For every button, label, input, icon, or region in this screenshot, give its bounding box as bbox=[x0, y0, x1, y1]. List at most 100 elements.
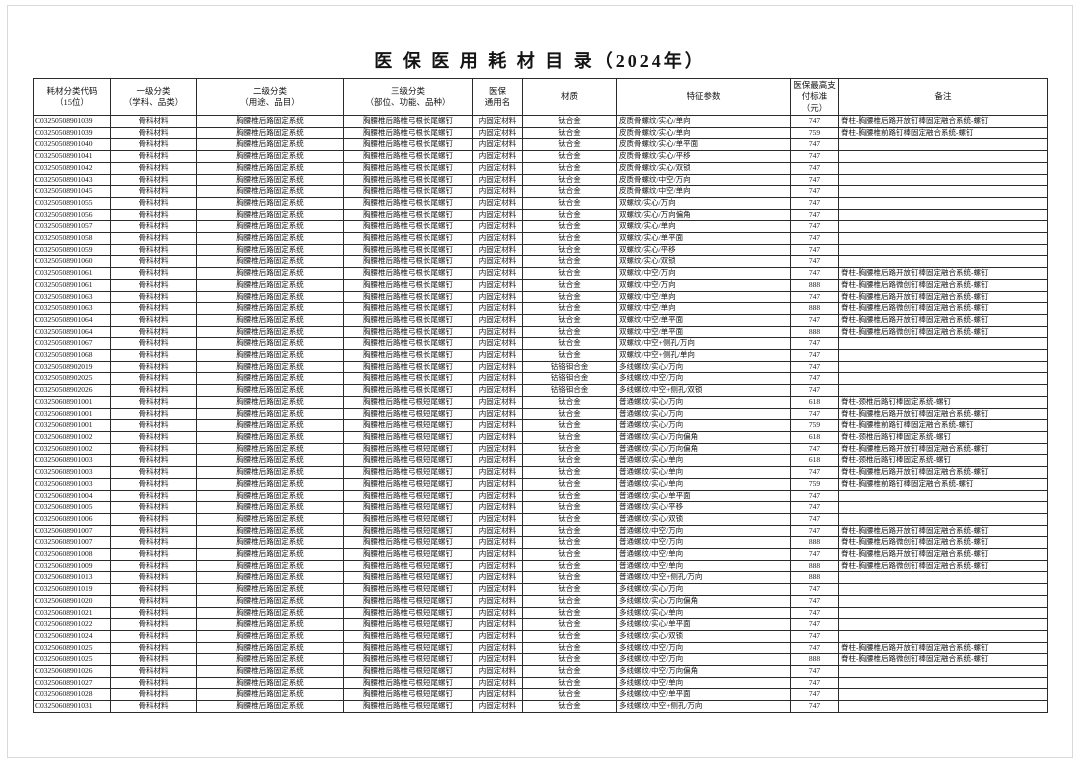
cell-feature-params: 皮质骨螺纹/实心/单向 bbox=[616, 126, 791, 140]
table-row: C03250608901021 骨科材料 胸腰椎后路固定系统 胸腰椎后路椎弓根短尾螺钉… bbox=[33, 606, 1048, 620]
cell-category-level2: 胸腰椎后路固定系统 bbox=[196, 536, 344, 550]
cell-category-level3: 胸腰椎后路椎弓根短尾螺钉 bbox=[343, 512, 473, 526]
cell-category-level1: 骨科材料 bbox=[110, 641, 197, 655]
cell-material: 钛合金 bbox=[522, 536, 617, 550]
cell-category-level2: 胸腰椎后路固定系统 bbox=[196, 196, 344, 210]
cell-max-pay-standard: 747 bbox=[790, 337, 839, 351]
cell-max-pay-standard: 747 bbox=[790, 208, 839, 222]
cell-feature-params: 皮质骨螺纹/实心/平移 bbox=[616, 150, 791, 163]
cell-category-level3: 胸腰椎后路椎弓根长尾螺钉 bbox=[343, 220, 473, 234]
cell-common-name: 内固定材料 bbox=[472, 325, 523, 339]
table-row: C03250608901025 骨科材料 胸腰椎后路固定系统 胸腰椎后路椎弓根短尾螺钉… bbox=[33, 641, 1048, 655]
cell-material: 钛合金 bbox=[522, 115, 617, 128]
cell-code: C03250608901003 bbox=[33, 466, 111, 479]
cell-material: 钛合金 bbox=[522, 641, 617, 655]
cell-remark: 脊柱-颈椎后路钉棒固定系统-螺钉 bbox=[838, 395, 1048, 409]
cell-remark: 脊柱-胸腰椎后路开放钉棒固定融合系统-螺钉 bbox=[838, 290, 1048, 304]
table-row: C03250508901042 骨科材料 胸腰椎后路固定系统 胸腰椎后路椎弓根长尾螺钉… bbox=[33, 161, 1048, 175]
cell-material: 钛合金 bbox=[522, 442, 617, 456]
table-row: C03250608901002 骨科材料 胸腰椎后路固定系统 胸腰椎后路椎弓根短尾螺钉… bbox=[33, 442, 1048, 456]
cell-category-level1: 骨科材料 bbox=[110, 196, 197, 210]
cell-feature-params: 双螺纹/中空+侧孔/万向 bbox=[616, 337, 791, 351]
cell-category-level1: 骨科材料 bbox=[110, 395, 197, 409]
cell-category-level2: 胸腰椎后路固定系统 bbox=[196, 606, 344, 620]
cell-category-level2: 胸腰椎后路固定系统 bbox=[196, 665, 344, 678]
cell-feature-params: 多线螺纹/实心/双锁 bbox=[616, 629, 791, 643]
cell-category-level1: 骨科材料 bbox=[110, 629, 197, 643]
table-row: C03250608901002 骨科材料 胸腰椎后路固定系统 胸腰椎后路椎弓根短尾螺钉… bbox=[33, 430, 1048, 444]
cell-code: C03250608901007 bbox=[33, 536, 111, 550]
cell-code: C03250508901055 bbox=[33, 196, 111, 210]
cell-material: 钛合金 bbox=[522, 548, 617, 561]
cell-code: C03250608901031 bbox=[33, 700, 111, 713]
cell-code: C03250508901067 bbox=[33, 337, 111, 351]
cell-common-name: 内固定材料 bbox=[472, 302, 523, 315]
cell-category-level1: 骨科材料 bbox=[110, 419, 197, 432]
cell-category-level3: 胸腰椎后路椎弓根长尾螺钉 bbox=[343, 349, 473, 362]
cell-material: 钛合金 bbox=[522, 512, 617, 526]
cell-category-level1: 骨科材料 bbox=[110, 536, 197, 550]
cell-category-level1: 骨科材料 bbox=[110, 454, 197, 468]
cell-material: 钴铬钼合金 bbox=[522, 384, 617, 397]
cell-remark bbox=[838, 372, 1048, 386]
cell-category-level1: 骨科材料 bbox=[110, 290, 197, 304]
cell-code: C03250508901063 bbox=[33, 290, 111, 304]
table-row: C03250508901039 骨科材料 胸腰椎后路固定系统 胸腰椎后路椎弓根长尾螺钉… bbox=[33, 126, 1048, 140]
table-row: C03250608901025 骨科材料 胸腰椎后路固定系统 胸腰椎后路椎弓根短尾螺钉… bbox=[33, 653, 1048, 667]
cell-category-level2: 胸腰椎后路固定系统 bbox=[196, 430, 344, 444]
cell-category-level1: 骨科材料 bbox=[110, 220, 197, 234]
cell-feature-params: 双螺纹/实心/双锁 bbox=[616, 255, 791, 269]
cell-category-level3: 胸腰椎后路椎弓根短尾螺钉 bbox=[343, 688, 473, 702]
cell-category-level2: 胸腰椎后路固定系统 bbox=[196, 243, 344, 257]
cell-remark bbox=[838, 512, 1048, 526]
cell-common-name: 内固定材料 bbox=[472, 161, 523, 175]
cell-category-level1: 骨科材料 bbox=[110, 255, 197, 269]
cell-category-level3: 胸腰椎后路椎弓根短尾螺钉 bbox=[343, 454, 473, 468]
cell-category-level2: 胸腰椎后路固定系统 bbox=[196, 138, 344, 152]
cell-category-level1: 骨科材料 bbox=[110, 700, 197, 713]
cell-category-level2: 胸腰椎后路固定系统 bbox=[196, 700, 344, 713]
cell-common-name: 内固定材料 bbox=[472, 548, 523, 561]
cell-category-level3: 胸腰椎后路椎弓根短尾螺钉 bbox=[343, 583, 473, 596]
cell-remark bbox=[838, 208, 1048, 222]
cell-material: 钛合金 bbox=[522, 419, 617, 432]
cell-category-level3: 胸腰椎后路椎弓根长尾螺钉 bbox=[343, 255, 473, 269]
cell-category-level3: 胸腰椎后路椎弓根长尾螺钉 bbox=[343, 372, 473, 386]
cell-category-level3: 胸腰椎后路椎弓根长尾螺钉 bbox=[343, 185, 473, 198]
cell-common-name: 内固定材料 bbox=[472, 255, 523, 269]
cell-code: C03250608901009 bbox=[33, 559, 111, 573]
cell-code: C03250608901008 bbox=[33, 548, 111, 561]
column-header-category-level2: 二级分类 （用途、品目） bbox=[196, 78, 344, 116]
cell-remark: 脊柱-胸腰椎后路开放钉棒固定融合系统-螺钉 bbox=[838, 548, 1048, 561]
cell-common-name: 内固定材料 bbox=[472, 571, 523, 585]
cell-category-level2: 胸腰椎后路固定系统 bbox=[196, 641, 344, 655]
cell-code: C03250508901039 bbox=[33, 115, 111, 128]
cell-material: 钛合金 bbox=[522, 454, 617, 468]
cell-category-level2: 胸腰椎后路固定系统 bbox=[196, 267, 344, 280]
cell-category-level3: 胸腰椎后路椎弓根短尾螺钉 bbox=[343, 618, 473, 631]
cell-feature-params: 双螺纹/中空/单向 bbox=[616, 302, 791, 315]
cell-remark bbox=[838, 629, 1048, 643]
cell-code: C03250508901058 bbox=[33, 232, 111, 245]
cell-category-level3: 胸腰椎后路椎弓根短尾螺钉 bbox=[343, 594, 473, 608]
cell-material: 钛合金 bbox=[522, 349, 617, 362]
table-row: C03250508901045 骨科材料 胸腰椎后路固定系统 胸腰椎后路椎弓根长尾螺钉… bbox=[33, 185, 1048, 198]
cell-code: C03250608901025 bbox=[33, 653, 111, 667]
cell-category-level2: 胸腰椎后路固定系统 bbox=[196, 653, 344, 667]
cell-code: C03250608901019 bbox=[33, 583, 111, 596]
cell-max-pay-standard: 747 bbox=[790, 290, 839, 304]
cell-code: C03250608901002 bbox=[33, 430, 111, 444]
cell-category-level1: 骨科材料 bbox=[110, 232, 197, 245]
cell-category-level3: 胸腰椎后路椎弓根长尾螺钉 bbox=[343, 278, 473, 292]
cell-max-pay-standard: 747 bbox=[790, 232, 839, 245]
cell-max-pay-standard: 888 bbox=[790, 653, 839, 667]
cell-code: C03250508901045 bbox=[33, 185, 111, 198]
column-header-category-level1: 一级分类 （学科、品类） bbox=[110, 78, 197, 116]
cell-common-name: 内固定材料 bbox=[472, 477, 523, 491]
cell-max-pay-standard: 888 bbox=[790, 278, 839, 292]
cell-category-level3: 胸腰椎后路椎弓根长尾螺钉 bbox=[343, 313, 473, 327]
cell-category-level1: 骨科材料 bbox=[110, 185, 197, 198]
cell-category-level3: 胸腰椎后路椎弓根长尾螺钉 bbox=[343, 161, 473, 175]
cell-code: C03250508901042 bbox=[33, 161, 111, 175]
cell-feature-params: 双螺纹/实心/万向 bbox=[616, 196, 791, 210]
